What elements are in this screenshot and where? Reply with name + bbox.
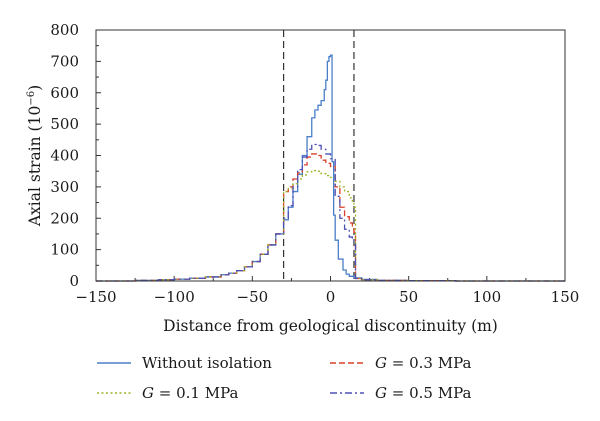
legend-label: Without isolation xyxy=(142,354,272,372)
legend: Without isolation G = 0.3 MPa G = 0.1 MPa G… xyxy=(97,354,471,402)
y-tick-label: 600 xyxy=(50,84,79,102)
y-tick-label: 200 xyxy=(50,209,79,227)
plot-area: −150 −100 −50 0 50 100 150 0 100 200 300 400 500 600 7… xyxy=(50,21,579,306)
y-tick-label: 700 xyxy=(50,52,79,70)
x-tick-label: 100 xyxy=(473,288,502,306)
y-tick-label: 100 xyxy=(50,241,79,259)
y-tick-label: 800 xyxy=(50,21,79,39)
x-tick-label: 150 xyxy=(551,288,580,306)
x-tick-label: 0 xyxy=(326,288,336,306)
y-axis-title-main: Axial strain (10 xyxy=(26,106,44,228)
legend-label: G = 0.3 MPa xyxy=(375,354,471,372)
y-tick-label: 400 xyxy=(50,147,79,165)
y-tick-label: 500 xyxy=(50,115,79,133)
y-axis-title-exponent: −6 xyxy=(26,91,37,106)
y-axis-title: Axial strain (10−6) xyxy=(26,85,44,227)
series-line xyxy=(96,143,565,282)
y-tick-label: 0 xyxy=(69,272,79,290)
x-tick-label: −150 xyxy=(75,288,116,306)
legend-label: G = 0.5 MPa xyxy=(375,384,471,402)
y-axis-title-close: ) xyxy=(26,85,44,91)
x-tick-label: 50 xyxy=(399,288,418,306)
y-tick-label: 300 xyxy=(50,178,79,196)
series-line xyxy=(96,54,565,282)
x-tick-label: −100 xyxy=(154,288,195,306)
plot-frame xyxy=(95,29,566,282)
x-axis-title: Distance from geological discontinuity (… xyxy=(163,317,498,335)
series-line xyxy=(96,169,565,282)
x-tick-label: −50 xyxy=(237,288,269,306)
series-line xyxy=(96,153,565,282)
legend-label: G = 0.1 MPa xyxy=(142,384,238,402)
